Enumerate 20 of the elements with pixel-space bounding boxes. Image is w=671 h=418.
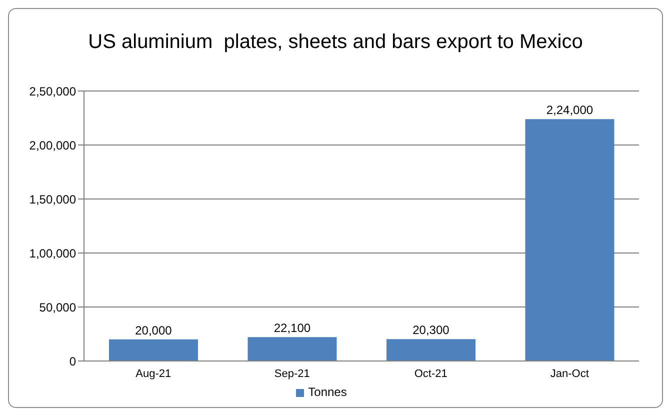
data-label: 2,24,000 bbox=[546, 103, 594, 118]
x-tick-label: Oct-21 bbox=[414, 368, 448, 380]
y-tick-label: 2,50,000 bbox=[29, 84, 76, 98]
x-tick-label: Jan-Oct bbox=[550, 368, 589, 380]
y-tick-label: 50,000 bbox=[39, 300, 76, 314]
chart-title: US aluminium plates, sheets and bars export to Mexico bbox=[87, 31, 584, 55]
bar bbox=[248, 337, 337, 361]
bar bbox=[386, 339, 476, 361]
x-tick-label: Sep-21 bbox=[274, 368, 310, 380]
legend-label: Tonnes bbox=[308, 385, 347, 399]
data-label: 22,100 bbox=[274, 321, 311, 336]
bar bbox=[525, 119, 614, 361]
x-tick-label: Aug-21 bbox=[136, 368, 172, 380]
y-tick-label: 1,00,000 bbox=[29, 246, 76, 260]
y-tick-label: 1,50,000 bbox=[29, 192, 76, 206]
data-label: 20,000 bbox=[135, 323, 172, 338]
data-label: 20,300 bbox=[412, 323, 450, 338]
y-tick-label: 0 bbox=[69, 354, 76, 368]
bar bbox=[108, 339, 198, 361]
y-tick-label: 2,00,000 bbox=[29, 138, 76, 152]
